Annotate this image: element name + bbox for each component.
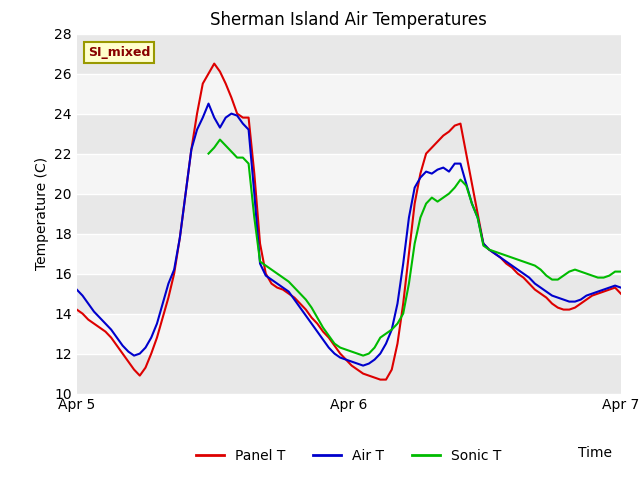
Bar — [77, 34, 621, 73]
Air T — [147, 335, 155, 340]
Panel T — [73, 307, 81, 312]
Air T — [205, 101, 212, 107]
Panel T — [371, 375, 378, 381]
Air T — [582, 293, 590, 299]
Sonic T — [348, 348, 355, 354]
Air T — [376, 351, 384, 357]
Bar — [77, 274, 621, 313]
Air T — [234, 113, 241, 119]
Air T — [353, 361, 361, 367]
Air T — [617, 285, 625, 290]
Air T — [314, 329, 321, 335]
Panel T — [617, 291, 625, 297]
Bar — [77, 193, 621, 234]
Line: Air T: Air T — [77, 104, 621, 366]
Sonic T — [365, 351, 372, 357]
Text: Time: Time — [578, 446, 612, 460]
Bar — [77, 234, 621, 274]
Sonic T — [308, 305, 316, 311]
Panel T — [314, 321, 321, 326]
Air T — [73, 287, 81, 292]
Text: SI_mixed: SI_mixed — [88, 46, 150, 59]
Y-axis label: Temperature (C): Temperature (C) — [35, 157, 49, 270]
Bar — [77, 154, 621, 193]
Bar — [77, 73, 621, 114]
Title: Sherman Island Air Temperatures: Sherman Island Air Temperatures — [211, 11, 487, 29]
Line: Sonic T: Sonic T — [209, 140, 621, 356]
Panel T — [582, 297, 590, 302]
Panel T — [353, 367, 361, 372]
Bar — [77, 114, 621, 154]
Panel T — [376, 377, 384, 383]
Sonic T — [617, 269, 625, 275]
Sonic T — [571, 267, 579, 273]
Sonic T — [228, 149, 236, 155]
Air T — [359, 363, 367, 369]
Panel T — [211, 60, 218, 66]
Panel T — [147, 351, 155, 357]
Panel T — [234, 111, 241, 117]
Line: Panel T: Panel T — [77, 63, 621, 380]
Legend: Panel T, Air T, Sonic T: Panel T, Air T, Sonic T — [191, 444, 507, 469]
Bar — [77, 313, 621, 354]
Bar — [77, 354, 621, 394]
